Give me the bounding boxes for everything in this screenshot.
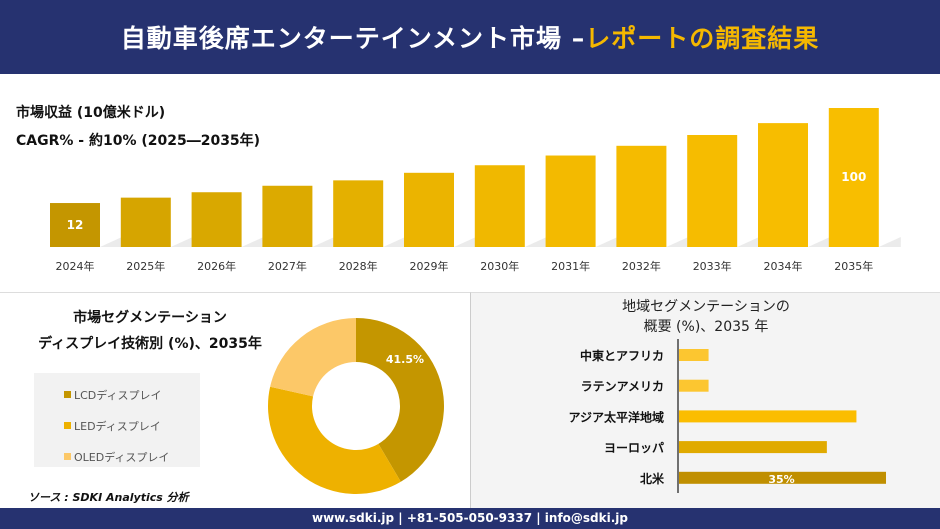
donut-legend: LCDディスプレイ LEDディスプレイ OLEDディスプレイ <box>34 373 200 467</box>
region-label: 中東とアフリカ <box>580 348 664 363</box>
bar-shadow <box>524 237 547 247</box>
title-highlight: レポートの調査結果 <box>585 24 820 53</box>
year-tick-label: 2027年 <box>268 259 307 273</box>
bar-shadow <box>383 237 406 247</box>
revenue-bar <box>50 203 100 247</box>
region-label: 北米 <box>640 471 665 486</box>
legend-swatch <box>64 422 71 429</box>
bar-data-label: 35% <box>768 473 794 486</box>
revenue-bar <box>687 135 738 247</box>
revenue-title: 市場収益 (10億米ドル) <box>16 105 166 121</box>
region-bar <box>679 441 827 454</box>
slice-data-label: 41.5% <box>386 353 424 366</box>
revenue-bar <box>404 172 454 247</box>
bar-data-label: 100 <box>841 170 866 184</box>
bar-data-label: 12 <box>67 218 84 232</box>
region-bar <box>679 349 709 361</box>
year-tick-label: 2026年 <box>197 259 236 273</box>
revenue-bar <box>828 108 879 247</box>
bar-shadow <box>170 237 193 247</box>
bar-shadow <box>878 237 901 247</box>
year-tick-label: 2031年 <box>551 259 590 273</box>
year-tick-label: 2035年 <box>834 259 873 273</box>
page-header: 自動車後席エンターテインメント市場 – レポートの調査結果 <box>0 0 940 74</box>
revenue-bar <box>616 145 667 247</box>
bar-shadow <box>100 237 122 247</box>
region-bar <box>679 379 709 392</box>
bar-shadow <box>737 237 760 247</box>
region-label: ラテンアメリカ <box>581 380 664 394</box>
legend-label: OLEDディスプレイ <box>74 450 170 464</box>
year-tick-label: 2028年 <box>339 259 378 273</box>
revenue-bar <box>333 180 384 247</box>
revenue-bar <box>545 155 596 247</box>
segment-title-line2: ディスプレイ技術別 (%)、2035年 <box>38 336 262 352</box>
year-tick-label: 2024年 <box>56 259 95 273</box>
bar-shadow <box>595 237 618 247</box>
segment-title-line1: 市場セグメンテーション <box>73 310 227 326</box>
legend-swatch <box>64 453 71 460</box>
year-tick-label: 2034年 <box>764 259 803 273</box>
display-segment-section: 市場セグメンテーション ディスプレイ技術別 (%)、2035年 LCDディスプレ… <box>0 292 470 508</box>
legend-swatch <box>64 391 71 398</box>
bar-shadow <box>666 237 689 247</box>
legend-item: LCDディスプレイ <box>64 379 200 410</box>
year-tick-label: 2032年 <box>622 259 661 273</box>
title-main: 自動車後席エンターテインメント市場 – <box>120 24 586 53</box>
year-tick-label: 2029年 <box>410 259 449 273</box>
revenue-bar <box>191 192 242 247</box>
year-tick-label: 2033年 <box>693 259 732 273</box>
region-title-line2: 概要 (%)、2035 年 <box>643 319 769 335</box>
legend-item: OLEDディスプレイ <box>64 441 200 472</box>
region-bar <box>679 410 857 423</box>
donut-slice <box>356 318 444 482</box>
revenue-bar <box>758 123 808 247</box>
year-tick-label: 2030年 <box>480 259 519 273</box>
bar-shadow <box>241 237 264 247</box>
revenue-chart: 2024年 12 2025年 2026年 2027年 2028年 2029年 2030年 203… <box>50 108 901 273</box>
bar-shadow <box>312 237 335 247</box>
footer-contact: www.sdki.jp | +81-505-050-9337 | info@sd… <box>0 508 940 529</box>
donut-chart: 41.5% <box>268 318 444 494</box>
year-tick-label: 2025年 <box>126 259 165 273</box>
bar-shadow <box>808 237 830 247</box>
legend-label: LEDディスプレイ <box>74 419 161 433</box>
revenue-bar <box>262 185 313 247</box>
bar-shadow <box>454 237 476 247</box>
revenue-section: 市場収益 (10億米ドル) CAGR% - 約10% (2025―2035年) … <box>0 74 940 292</box>
legend-item: LEDディスプレイ <box>64 410 200 441</box>
region-segment-section: 地域セグメンテーションの 概要 (%)、2035 年 中東とアフリカ ラテンアメリ… <box>470 292 940 508</box>
region-label: ヨーロッパ <box>604 441 664 455</box>
donut-slice <box>268 386 401 494</box>
region-label: アジア太平洋地域 <box>568 409 664 424</box>
legend-label: LCDディスプレイ <box>74 388 162 402</box>
donut-slice <box>270 318 356 397</box>
revenue-bar <box>474 165 525 247</box>
revenue-bar <box>120 197 171 247</box>
region-bar <box>679 471 886 484</box>
source-note: ソース : SDKI Analytics 分析 <box>28 491 189 504</box>
cagr-text: CAGR% - 約10% (2025―2035年) <box>16 133 261 149</box>
region-title-line1: 地域セグメンテーションの <box>622 299 790 315</box>
